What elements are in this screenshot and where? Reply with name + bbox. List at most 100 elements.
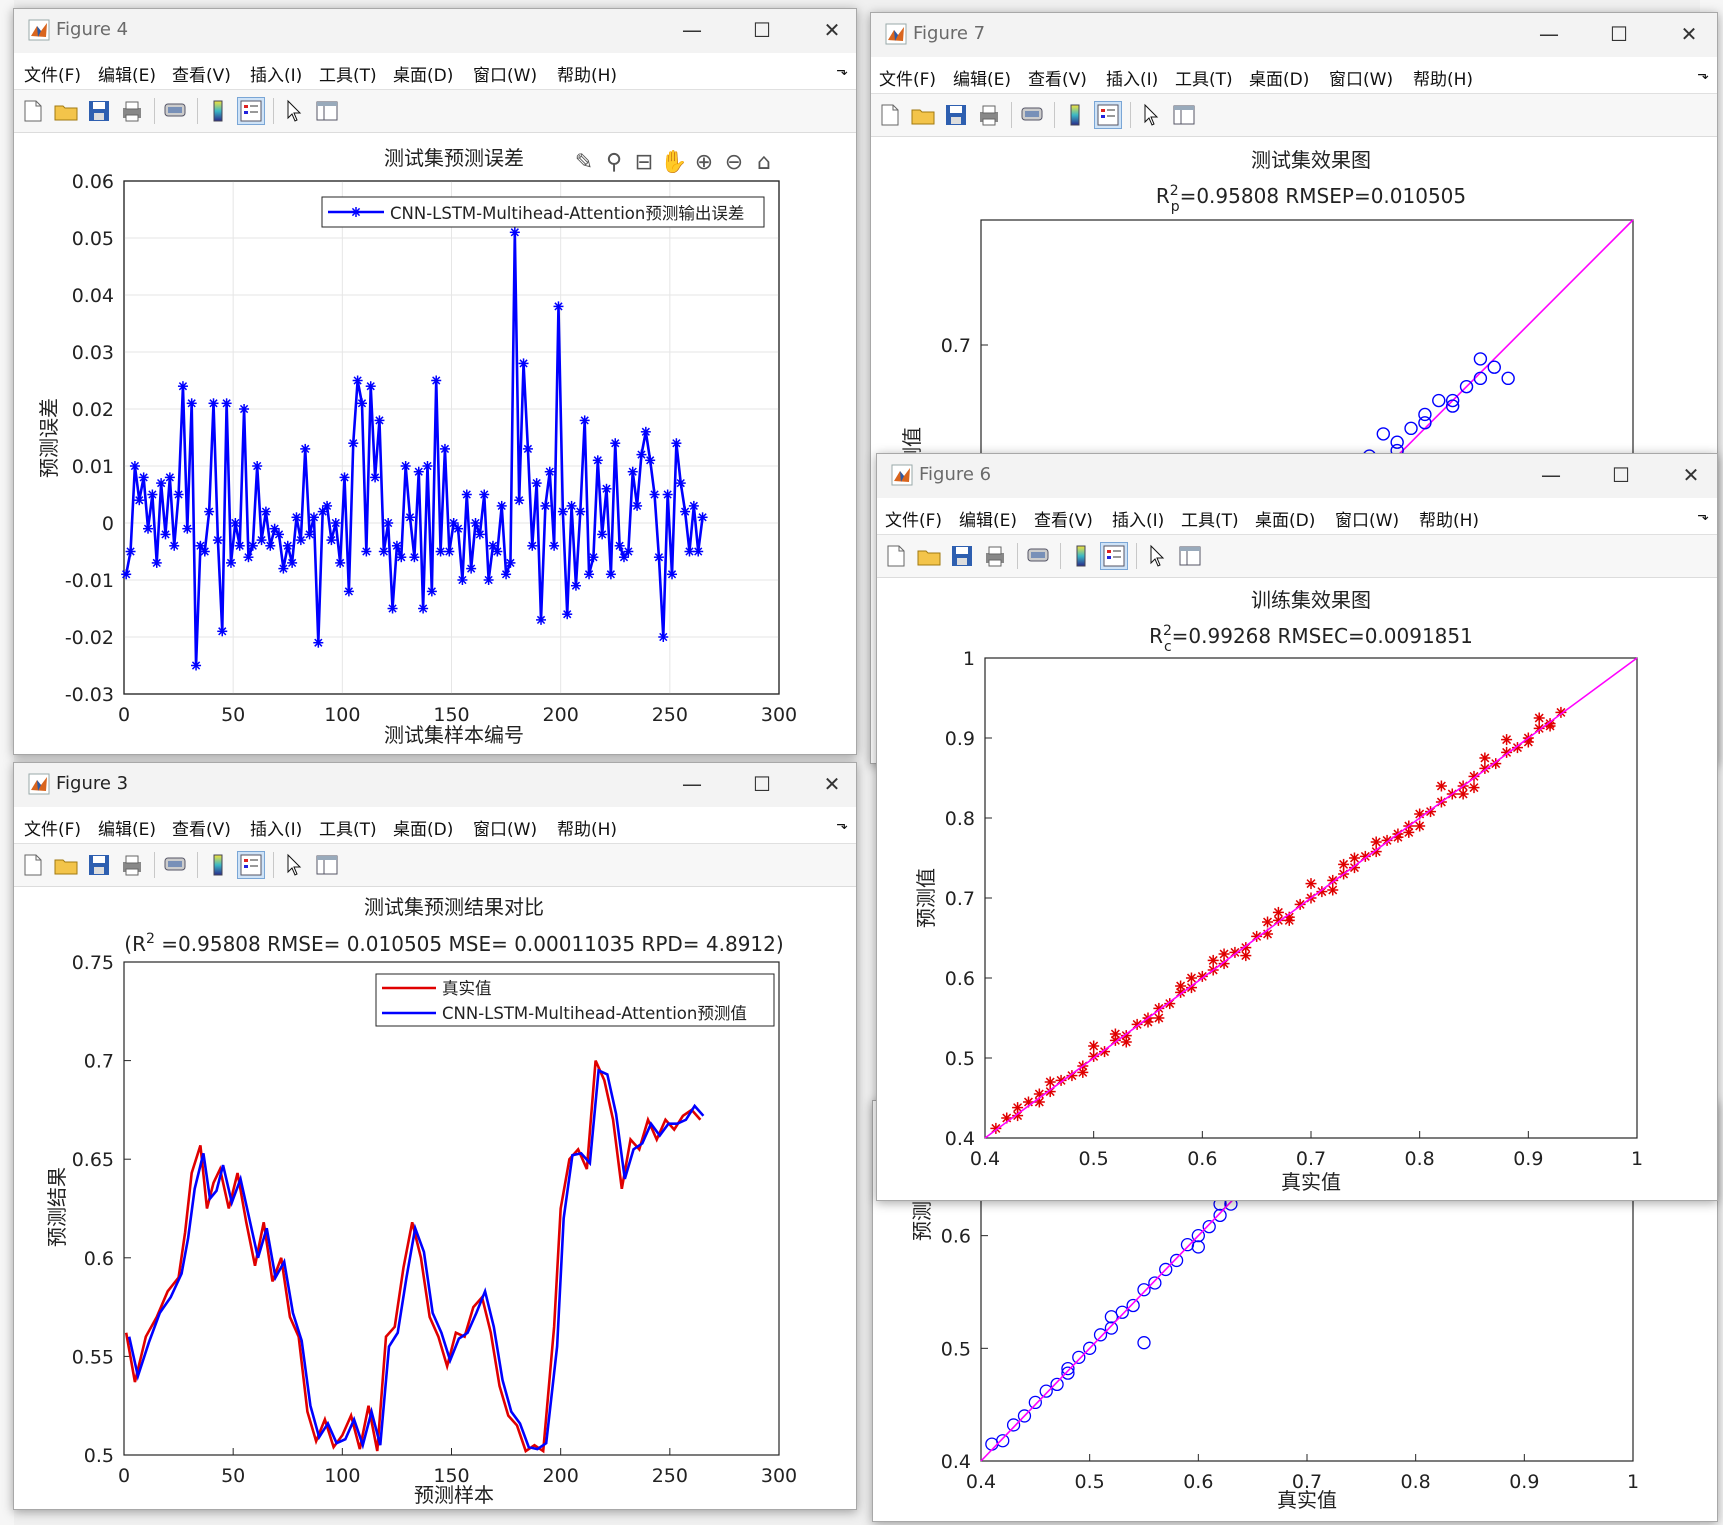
menu-desktop[interactable]: 桌面(D) (393, 820, 454, 840)
property-editor-icon[interactable] (314, 98, 340, 124)
menu-tools[interactable]: 工具(T) (1181, 511, 1239, 531)
menu-window[interactable]: 窗口(W) (473, 66, 538, 86)
rotate-icon[interactable]: ⊟ (635, 150, 653, 175)
brush-icon[interactable]: ✎ (575, 150, 593, 175)
menu-file[interactable]: 文件(F) (879, 70, 937, 90)
menu-help[interactable]: 帮助(H) (557, 820, 618, 840)
close-button[interactable]: ✕ (1682, 463, 1700, 487)
print-icon[interactable] (119, 98, 145, 124)
open-file-icon[interactable] (53, 98, 79, 124)
new-figure-icon[interactable] (20, 98, 46, 124)
minimize-button[interactable]: — (1539, 22, 1559, 46)
print-icon[interactable] (119, 852, 145, 878)
save-icon[interactable] (949, 543, 975, 569)
title-bar[interactable]: Figure 6 — ☐ ✕ (877, 454, 1717, 498)
maximize-button[interactable]: ☐ (753, 772, 771, 796)
print-icon[interactable] (982, 543, 1008, 569)
menu-view[interactable]: 查看(V) (172, 820, 231, 840)
train-point (1104, 1310, 1119, 1324)
property-editor-icon[interactable] (1171, 102, 1197, 128)
menu-view[interactable]: 查看(V) (1034, 511, 1093, 531)
minimize-button[interactable]: — (1541, 463, 1561, 487)
home-icon[interactable]: ⌂ (757, 150, 771, 175)
menu-window[interactable]: 窗口(W) (473, 820, 538, 840)
menu-tools[interactable]: 工具(T) (319, 66, 377, 86)
maximize-button[interactable]: ☐ (753, 18, 771, 42)
error-point (356, 398, 367, 409)
property-editor-icon[interactable] (314, 852, 340, 878)
title-bar[interactable]: Figure 4 — ☐ ✕ (14, 9, 856, 53)
menu-insert[interactable]: 插入(I) (1106, 70, 1159, 90)
menu-file[interactable]: 文件(F) (24, 820, 82, 840)
title-bar[interactable]: Figure 3 — ☐ ✕ (14, 763, 856, 807)
menu-edit[interactable]: 编辑(E) (98, 820, 157, 840)
new-figure-icon[interactable] (877, 102, 903, 128)
error-point (230, 518, 241, 528)
menu-insert[interactable]: 插入(I) (1112, 511, 1165, 531)
maximize-button[interactable]: ☐ (1610, 22, 1628, 46)
dock-arrow-icon[interactable]: ⬎ (836, 63, 848, 79)
dock-arrow-icon[interactable]: ⬎ (836, 817, 848, 833)
menu-insert[interactable]: 插入(I) (250, 820, 303, 840)
colorbar-icon[interactable] (205, 98, 231, 124)
menu-edit[interactable]: 编辑(E) (953, 70, 1012, 90)
menu-view[interactable]: 查看(V) (172, 66, 231, 86)
menu-desktop[interactable]: 桌面(D) (1249, 70, 1310, 90)
pan-icon[interactable]: ✋ (660, 149, 687, 175)
data-tip-icon[interactable]: ⚲ (606, 150, 622, 175)
new-figure-icon[interactable] (20, 852, 46, 878)
pointer-icon[interactable] (1144, 543, 1170, 569)
minimize-button[interactable]: — (682, 772, 702, 796)
open-file-icon[interactable] (53, 852, 79, 878)
property-editor-icon[interactable] (1177, 543, 1203, 569)
menu-tools[interactable]: 工具(T) (1175, 70, 1233, 90)
menu-help[interactable]: 帮助(H) (1419, 511, 1480, 531)
link-plot-icon[interactable] (162, 98, 188, 124)
legend-icon[interactable] (1094, 101, 1122, 129)
save-icon[interactable] (86, 852, 112, 878)
save-icon[interactable] (943, 102, 969, 128)
menu-file[interactable]: 文件(F) (24, 66, 82, 86)
train-point (1109, 1028, 1121, 1040)
colorbar-icon[interactable] (1062, 102, 1088, 128)
colorbar-icon[interactable] (1068, 543, 1094, 569)
print-icon[interactable] (976, 102, 1002, 128)
pointer-icon[interactable] (281, 852, 307, 878)
menu-window[interactable]: 窗口(W) (1335, 511, 1400, 531)
minimize-button[interactable]: — (682, 18, 702, 42)
open-file-icon[interactable] (910, 102, 936, 128)
menu-tools[interactable]: 工具(T) (319, 820, 377, 840)
title-bar[interactable]: Figure 7 — ☐ ✕ (871, 13, 1717, 57)
legend-icon[interactable] (237, 851, 265, 879)
dock-arrow-icon[interactable]: ⬎ (1697, 67, 1709, 83)
link-plot-icon[interactable] (1025, 543, 1051, 569)
train-point (1153, 1002, 1165, 1014)
menu-file[interactable]: 文件(F) (885, 511, 943, 531)
new-figure-icon[interactable] (883, 543, 909, 569)
menu-help[interactable]: 帮助(H) (557, 66, 618, 86)
open-file-icon[interactable] (916, 543, 942, 569)
link-plot-icon[interactable] (162, 852, 188, 878)
zoom-out-icon[interactable]: ⊖ (725, 150, 743, 175)
menu-insert[interactable]: 插入(I) (250, 66, 303, 86)
pointer-icon[interactable] (1138, 102, 1164, 128)
menu-edit[interactable]: 编辑(E) (959, 511, 1018, 531)
pointer-icon[interactable] (281, 98, 307, 124)
menu-edit[interactable]: 编辑(E) (98, 66, 157, 86)
link-plot-icon[interactable] (1019, 102, 1045, 128)
save-icon[interactable] (86, 98, 112, 124)
close-button[interactable]: ✕ (823, 18, 841, 42)
colorbar-icon[interactable] (205, 852, 231, 878)
menu-view[interactable]: 查看(V) (1028, 70, 1087, 90)
menu-help[interactable]: 帮助(H) (1413, 70, 1474, 90)
menu-desktop[interactable]: 桌面(D) (393, 66, 454, 86)
close-button[interactable]: ✕ (823, 772, 841, 796)
zoom-in-icon[interactable]: ⊕ (695, 150, 713, 175)
legend-icon[interactable] (237, 97, 265, 125)
menu-desktop[interactable]: 桌面(D) (1255, 511, 1316, 531)
legend-icon[interactable] (1100, 542, 1128, 570)
maximize-button[interactable]: ☐ (1612, 463, 1630, 487)
dock-arrow-icon[interactable]: ⬎ (1697, 508, 1709, 524)
menu-window[interactable]: 窗口(W) (1329, 70, 1394, 90)
close-button[interactable]: ✕ (1680, 22, 1698, 46)
